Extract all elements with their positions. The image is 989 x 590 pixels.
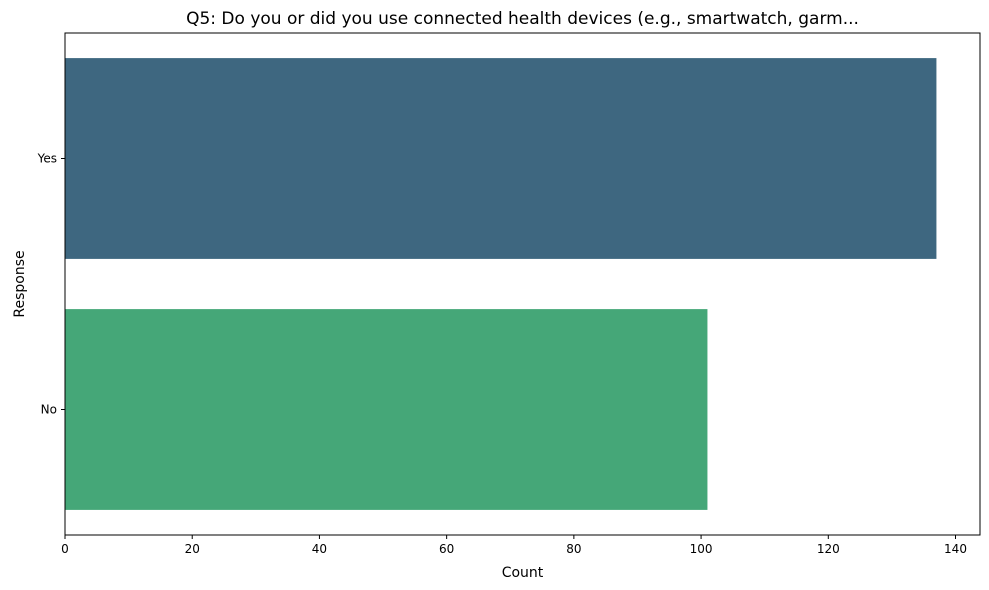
plot-frame: [64, 32, 981, 536]
x-tick-label: 0: [61, 542, 69, 556]
plot-area: 0 20 40 60 80 100 120 140 Yes No: [37, 32, 981, 556]
x-tick-label: 100: [690, 542, 713, 556]
x-tick-label: 20: [185, 542, 200, 556]
y-tick-label: No: [41, 403, 57, 417]
x-axis: 0 20 40 60 80 100 120 140: [61, 535, 967, 556]
x-tick-label: 120: [817, 542, 840, 556]
y-axis: Yes No: [37, 152, 65, 417]
x-tick-label: 40: [312, 542, 327, 556]
chart-title: Q5: Do you or did you use connected heal…: [186, 9, 859, 29]
x-tick-label: 80: [566, 542, 581, 556]
x-tick-label: 60: [439, 542, 454, 556]
bar-yes: [65, 58, 937, 259]
x-axis-label: Count: [502, 565, 544, 581]
bars: [65, 58, 937, 510]
bar-no: [65, 309, 708, 510]
y-tick-label: Yes: [37, 152, 57, 166]
x-tick-label: 140: [944, 542, 967, 556]
y-axis-label: Response: [12, 250, 28, 317]
